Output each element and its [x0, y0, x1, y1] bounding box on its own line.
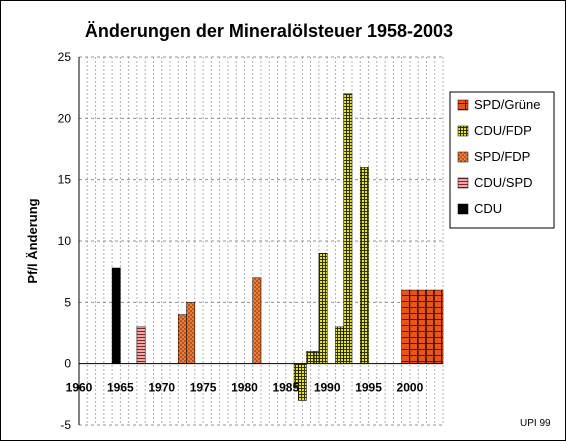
bar	[136, 326, 146, 364]
x-tick-label: 1960	[66, 381, 93, 395]
credit-text: UPI 99	[520, 418, 551, 429]
x-tick-label: 1965	[107, 381, 134, 395]
bar	[252, 277, 262, 364]
legend: SPD/Grüne CDU/FDP SPD/FDP CDU/SPD CDU	[449, 91, 555, 229]
x-tick-label: 2000	[397, 381, 424, 395]
bar	[178, 314, 187, 364]
bar	[401, 289, 411, 364]
legend-label: CDU	[474, 201, 502, 216]
x-tick-label: 1990	[314, 381, 341, 395]
legend-label: CDU/SPD	[474, 175, 533, 190]
bar	[306, 351, 316, 364]
bar	[426, 289, 435, 364]
x-tick-label: 1980	[231, 381, 258, 395]
legend-label: SPD/FDP	[474, 149, 530, 164]
bars	[111, 93, 444, 401]
tick-labels: -5 0 5 10 15 20 25 1960 1965 1970 1975 1980 1985 1990…	[58, 50, 424, 432]
grid-lines	[79, 56, 444, 426]
x-tick-label: 1975	[190, 381, 217, 395]
y-axis-label: Pf/l Änderung	[25, 198, 40, 283]
bar	[409, 289, 419, 364]
bar	[360, 167, 369, 364]
bar	[111, 267, 121, 364]
bar	[335, 326, 344, 364]
y-tick-label: 10	[58, 234, 72, 248]
x-tick-label: 1995	[355, 381, 382, 395]
y-tick-label: 20	[58, 111, 72, 125]
bar	[297, 363, 307, 401]
y-tick-label: 15	[58, 173, 72, 187]
x-tick-label: 1970	[148, 381, 175, 395]
legend-swatch	[457, 151, 469, 163]
legend-swatch	[457, 125, 469, 137]
x-tick-label: 1985	[272, 381, 299, 395]
y-tick-label: 0	[64, 357, 71, 371]
bar	[343, 93, 353, 364]
legend-label: SPD/Grüne	[474, 97, 540, 112]
y-tick-label: -5	[60, 418, 71, 432]
bar	[434, 289, 444, 364]
y-tick-label: 25	[58, 50, 72, 64]
axes	[78, 57, 443, 425]
legend-label: CDU/FDP	[474, 123, 532, 138]
y-tick-label: 5	[64, 295, 71, 309]
bar	[186, 302, 196, 364]
bar	[318, 253, 328, 364]
legend-swatch	[457, 177, 469, 189]
bar	[417, 289, 427, 364]
chart-title: Änderungen der Mineralölsteuer 1958-2003	[85, 21, 453, 41]
legend-swatch	[457, 99, 469, 111]
legend-swatch	[457, 203, 469, 215]
